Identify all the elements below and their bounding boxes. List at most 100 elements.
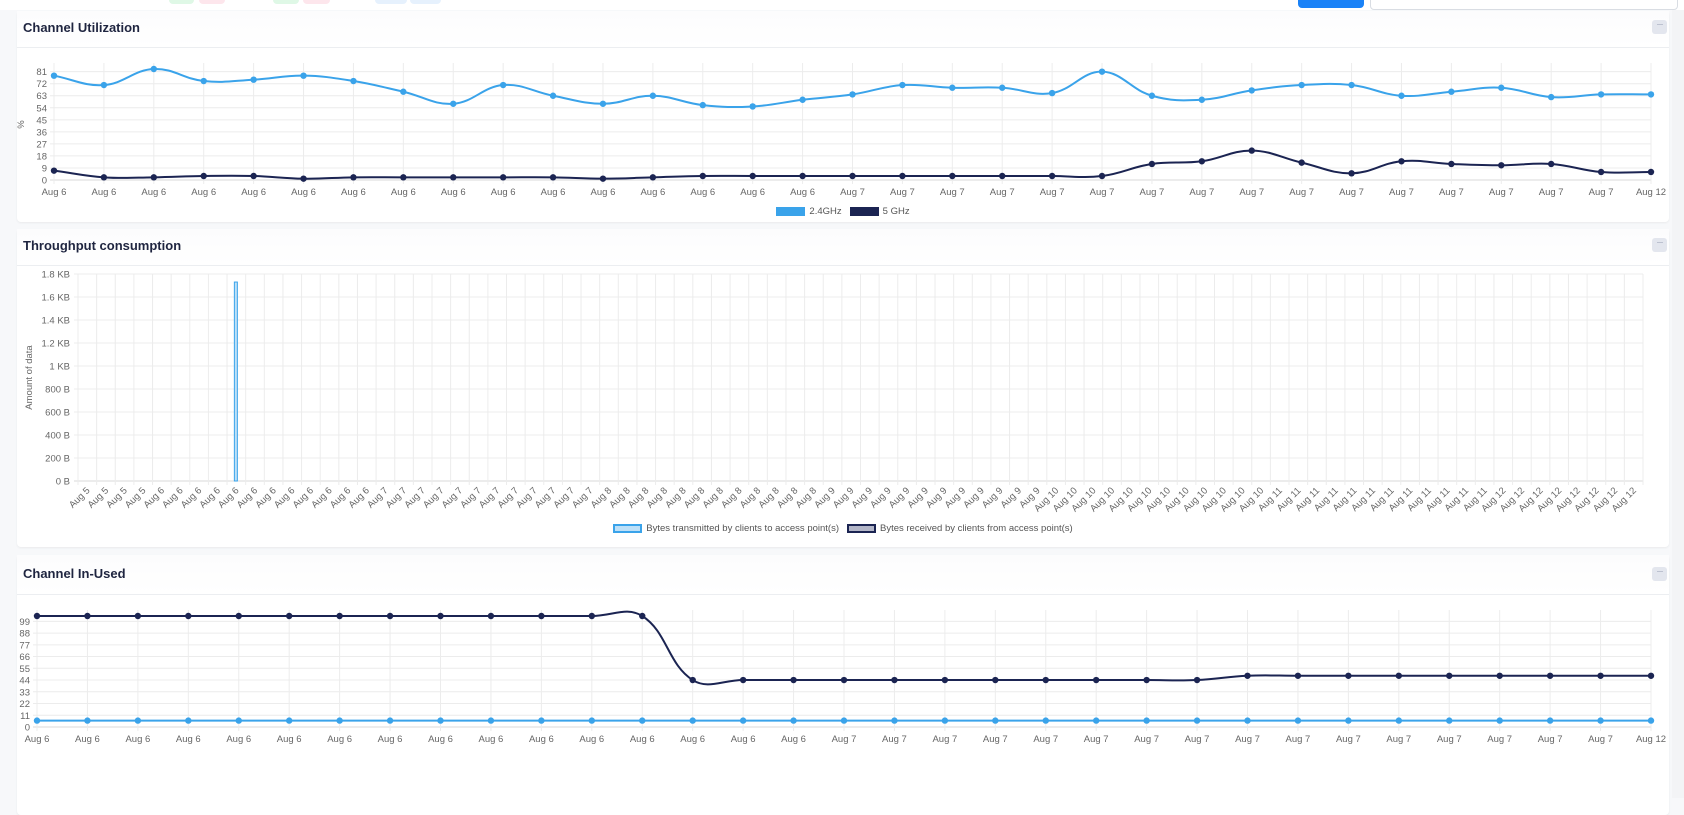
- data-point: [891, 676, 898, 684]
- data-point: [599, 175, 607, 182]
- data-point: [1348, 170, 1355, 177]
- y-tick-label: 36: [36, 127, 47, 138]
- y-tick-label: 77: [19, 640, 30, 651]
- data-point: [1148, 92, 1156, 99]
- data-point: [1498, 162, 1505, 169]
- data-point: [386, 612, 394, 620]
- legend-label: 2.4GHz: [809, 206, 842, 217]
- x-tick-label: Aug 7: [932, 734, 957, 745]
- data-point: [849, 172, 856, 180]
- legend-item-bytes-received[interactable]: Bytes received by clients from access po…: [847, 523, 1073, 534]
- ellipsis-icon[interactable]: ···: [1652, 238, 1667, 252]
- y-tick-label: 22: [19, 699, 30, 710]
- y-tick-label: 200 B: [45, 454, 70, 465]
- data-point: [1193, 717, 1201, 724]
- search-input[interactable]: [1370, 0, 1678, 10]
- data-point: [400, 88, 407, 95]
- legend-item-5ghz[interactable]: 5 GHz: [849, 206, 910, 217]
- throughput-consumption-card: Throughput consumption ··· 0 B 200 B 400 B…: [17, 229, 1669, 547]
- data-point: [799, 172, 806, 180]
- data-point: [336, 717, 343, 724]
- x-tick-label: Aug 6: [341, 187, 366, 198]
- scrollbar-track[interactable]: [1672, 10, 1684, 798]
- x-tick-label: Aug 7: [1090, 187, 1115, 198]
- data-point: [250, 76, 257, 83]
- x-tick-label: Aug 7: [983, 734, 1008, 745]
- data-point: [549, 92, 557, 99]
- x-tick-label: Aug 12: [1636, 187, 1666, 198]
- data-point: [1395, 672, 1403, 679]
- filter-chip[interactable]: [199, 0, 225, 4]
- y-tick-label: 18: [36, 151, 47, 162]
- x-tick-label: Aug 7: [940, 187, 965, 198]
- filter-chip[interactable]: [303, 0, 330, 4]
- x-tick-label: Aug 7: [882, 734, 907, 745]
- ellipsis-icon[interactable]: ···: [1652, 20, 1667, 34]
- x-tick-label: Aug 6: [630, 734, 655, 745]
- x-tick-label: Aug 7: [1339, 187, 1364, 198]
- x-tick-label: Aug 7: [1286, 734, 1311, 745]
- ellipsis-icon[interactable]: ···: [1652, 567, 1667, 581]
- data-point: [1547, 93, 1555, 101]
- legend-label: Bytes transmitted by clients to access p…: [646, 523, 839, 534]
- x-tick-label: Aug 7: [1040, 187, 1065, 198]
- y-tick-label: 66: [19, 652, 30, 663]
- primary-button[interactable]: [1298, 0, 1364, 8]
- x-tick-label: Aug 6: [141, 187, 166, 198]
- data-point: [300, 175, 307, 182]
- data-point: [1143, 676, 1150, 684]
- data-point: [300, 72, 307, 79]
- x-tick-label: Aug 6: [176, 734, 201, 745]
- data-point: [1448, 88, 1455, 95]
- data-point: [487, 717, 495, 724]
- data-point: [1446, 717, 1453, 724]
- filter-chip[interactable]: [375, 0, 407, 4]
- data-point: [1298, 159, 1305, 166]
- x-tick-label: Aug 6: [42, 187, 67, 198]
- data-point: [538, 612, 545, 620]
- data-point: [1042, 676, 1049, 684]
- filter-chip[interactable]: [273, 0, 299, 4]
- filter-chip[interactable]: [410, 0, 441, 4]
- card-header: Channel In-Used ···: [17, 555, 1669, 595]
- data-point: [235, 717, 242, 724]
- data-point: [1498, 84, 1505, 91]
- y-tick-label: 800 B: [45, 385, 70, 396]
- y-tick-label: 400 B: [45, 431, 70, 442]
- data-point: [1597, 91, 1605, 98]
- data-point: [749, 172, 756, 180]
- data-point: [699, 172, 706, 180]
- y-tick-label: 0 B: [56, 477, 70, 488]
- x-tick-label: Aug 6: [541, 187, 566, 198]
- data-point: [588, 717, 596, 724]
- data-point: [1496, 717, 1503, 724]
- y-tick-label: 33: [19, 687, 30, 698]
- data-point: [639, 612, 646, 620]
- data-point: [1597, 168, 1605, 176]
- x-tick-label: Aug 6: [731, 734, 756, 745]
- filter-chip[interactable]: [169, 0, 194, 4]
- x-tick-label: Aug 6: [591, 187, 616, 198]
- data-point: [1647, 91, 1655, 98]
- x-tick-label: Aug 6: [226, 734, 251, 745]
- data-point: [450, 100, 457, 107]
- data-point: [100, 81, 108, 89]
- legend-swatch: [776, 207, 806, 216]
- y-tick-label: 0: [25, 723, 30, 734]
- x-tick-label: Aug 6: [479, 734, 504, 745]
- data-point: [790, 717, 797, 724]
- data-point: [941, 717, 949, 724]
- data-point: [33, 717, 41, 724]
- x-tick-label: Aug 6: [781, 734, 806, 745]
- legend-item-2-4ghz[interactable]: 2.4GHz: [776, 206, 842, 217]
- y-tick-label: 45: [36, 115, 47, 126]
- x-tick-label: Aug 6: [640, 187, 665, 198]
- y-axis-title: Amount of data: [24, 345, 35, 410]
- data-point: [739, 676, 747, 684]
- data-point: [1193, 676, 1201, 684]
- x-tick-label: Aug 7: [1489, 187, 1514, 198]
- data-point: [1398, 92, 1405, 99]
- legend-item-bytes-transmitted[interactable]: Bytes transmitted by clients to access p…: [613, 523, 839, 534]
- data-point: [699, 101, 706, 109]
